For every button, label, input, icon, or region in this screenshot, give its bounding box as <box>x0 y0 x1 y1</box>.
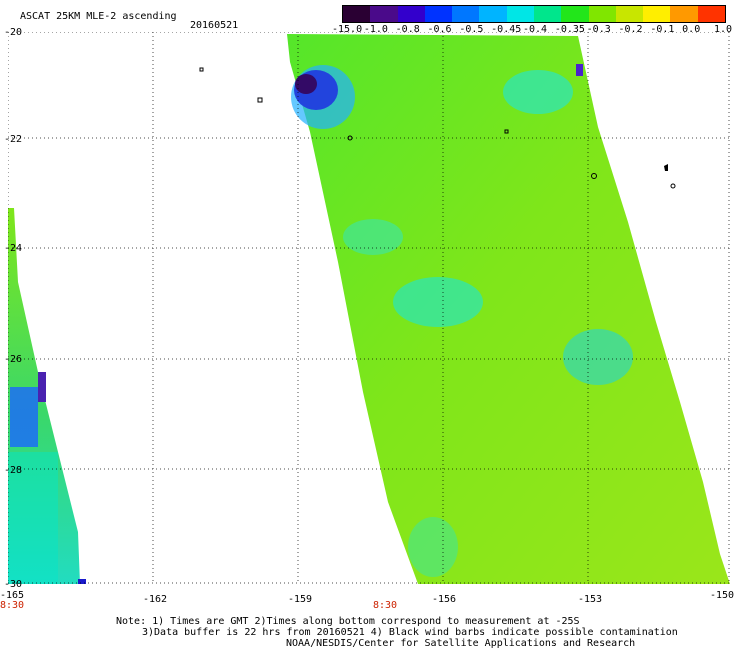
color-scale-label: -0.45 <box>491 24 522 35</box>
y-tick-label: -30 <box>4 579 23 590</box>
color-scale-label: -0.4 <box>523 24 548 35</box>
anomaly-cyan-bottom <box>408 517 458 577</box>
color-scale-segment <box>561 6 589 22</box>
note-line: Note: 1) Times are GMT 2)Times along bot… <box>116 616 580 627</box>
color-scale-segment <box>397 6 425 22</box>
anomaly-purple-core <box>295 74 317 94</box>
island-outline <box>199 67 204 72</box>
x-tick-label: -162 <box>143 594 168 605</box>
left-swath-cyan-patch <box>8 452 58 584</box>
island-outline <box>504 129 509 134</box>
note-line: NOAA/NESDIS/Center for Satellite Applica… <box>286 638 636 649</box>
edge-purple-pixel <box>576 64 583 76</box>
color-scale-segment <box>452 6 480 22</box>
left-swath-edge-pixel <box>78 579 86 584</box>
color-scale-segment <box>479 6 507 22</box>
color-scale-bar <box>342 5 726 23</box>
color-scale-label: -0.2 <box>618 24 643 35</box>
color-scale-segment <box>588 6 616 22</box>
color-scale-segment <box>533 6 562 22</box>
color-scale-label: -0.3 <box>586 24 611 35</box>
graticule <box>8 32 730 584</box>
color-scale-segment <box>697 6 725 22</box>
left-swath-purple-patch <box>38 372 46 402</box>
island-outline <box>670 183 676 189</box>
map-title: ASCAT 25KM MLE-2 ascending <box>20 11 177 22</box>
color-scale-segment <box>343 6 371 22</box>
color-scale-label: 0.0 <box>682 24 701 35</box>
island-outline <box>664 164 668 171</box>
anomaly-cyan-top <box>503 70 573 114</box>
note-line: 3)Data buffer is 22 hrs from 20160521 4)… <box>142 627 678 638</box>
y-tick-label: -20 <box>4 27 23 38</box>
color-scale-segment <box>424 6 453 22</box>
y-tick-label: -28 <box>4 465 23 476</box>
footer-notes: Note: 1) Times are GMT 2)Times along bot… <box>116 616 678 649</box>
time-label: 8:30 <box>373 600 398 611</box>
x-tick-label: -165 <box>0 590 25 601</box>
color-scale-label: -15.0 <box>332 24 363 35</box>
y-tick-label: -26 <box>4 354 23 365</box>
y-tick-label: -22 <box>4 134 23 145</box>
y-tick-label: -24 <box>4 243 23 254</box>
color-scale-segment <box>615 6 644 22</box>
left-swath-blue-patch <box>10 387 38 447</box>
anomaly-cyan-right <box>563 329 633 385</box>
color-scale-label: -0.35 <box>554 24 585 35</box>
color-scale-label: -0.1 <box>650 24 675 35</box>
map-date: 20160521 <box>190 20 239 31</box>
color-scale-segment <box>506 6 534 22</box>
anomaly-cyan-left <box>343 219 403 255</box>
color-scale-label: -0.5 <box>459 24 484 35</box>
x-tick-label: -159 <box>288 594 313 605</box>
time-label: 8:30 <box>0 600 25 611</box>
island-outline <box>257 97 263 103</box>
map-svg <box>8 32 730 584</box>
color-scale-segment <box>670 6 698 22</box>
color-scale-segment <box>643 6 671 22</box>
map-plot-area <box>8 32 730 584</box>
color-scale-label: -1.0 <box>363 24 388 35</box>
color-scale-label: 1.0 <box>714 24 733 35</box>
x-tick-label: -153 <box>578 594 603 605</box>
x-tick-label: -150 <box>710 590 735 601</box>
main-swath <box>287 34 730 584</box>
color-scale-segment <box>370 6 398 22</box>
color-scale-label: -0.6 <box>427 24 452 35</box>
anomaly-cyan-mid <box>393 277 483 327</box>
color-scale-label: -0.8 <box>395 24 420 35</box>
x-tick-label: -156 <box>432 594 457 605</box>
island-outline <box>591 173 597 179</box>
